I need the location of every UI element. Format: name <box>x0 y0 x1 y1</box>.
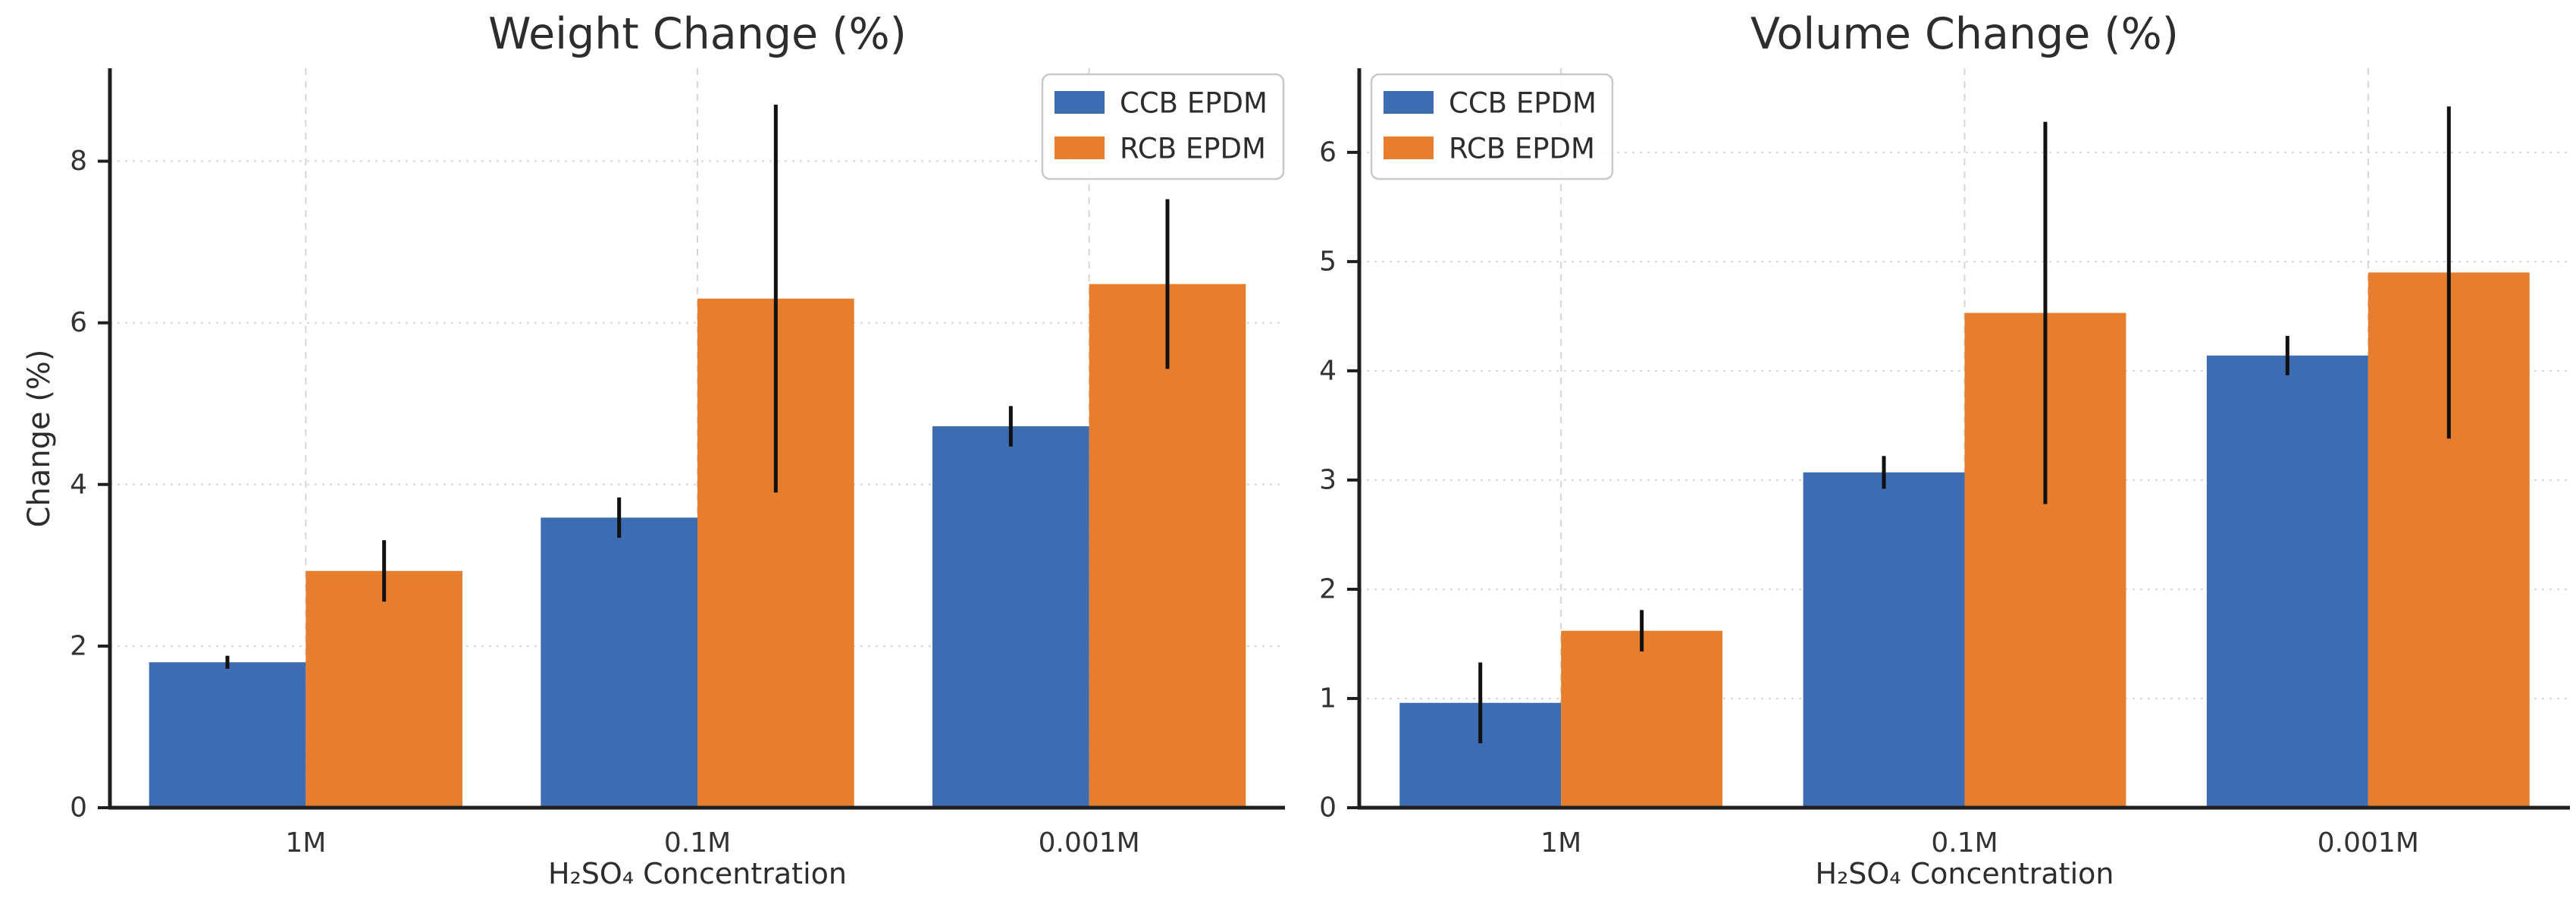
x-axis-label: H₂SO₄ Concentration <box>1815 857 2114 890</box>
x-axis-label: H₂SO₄ Concentration <box>548 857 847 890</box>
y-tick-label: 4 <box>70 469 87 500</box>
legend-swatch <box>1055 137 1105 159</box>
chart-title: Weight Change (%) <box>488 9 907 59</box>
volume-change-plot: 0 1 2 3 4 5 6 1M 0.1M 0.001M CCB EPDM RCB EPDM <box>1319 68 2570 859</box>
y-tick-label: 6 <box>1319 137 1337 168</box>
y-tick-label: 0 <box>1319 793 1337 824</box>
x-tick-label: 0.001M <box>2317 827 2419 859</box>
y-tick-label: 4 <box>1319 355 1337 386</box>
bar-rcb-1M <box>1561 630 1723 808</box>
bar-rcb-1M <box>306 570 462 808</box>
y-tick-label: 2 <box>70 630 87 661</box>
y-tick-label: 8 <box>70 146 87 177</box>
bar-rcb-0.001M <box>1089 284 1246 808</box>
y-axis-label: Change (%) <box>22 349 57 528</box>
bar-ccb-0.001M <box>2206 355 2368 808</box>
bar-ccb-1M <box>149 662 306 808</box>
x-tick-label: 1M <box>1540 827 1581 859</box>
chart-title: Volume Change (%) <box>1750 9 2180 59</box>
legend-swatch <box>1384 91 1434 114</box>
y-tick-label: 5 <box>1319 246 1337 277</box>
legend-label: CCB EPDM <box>1449 87 1597 120</box>
legend-label: CCB EPDM <box>1120 87 1268 120</box>
y-tick-label: 0 <box>70 793 87 824</box>
legend: CCB EPDM RCB EPDM <box>1041 73 1285 181</box>
bar-ccb-0.1M <box>541 517 697 808</box>
legend-label: RCB EPDM <box>1449 133 1595 165</box>
legend-swatch <box>1384 137 1434 159</box>
x-tick-label: 1M <box>285 827 326 859</box>
bar-ccb-0.1M <box>1803 472 1965 808</box>
y-tick-label: 3 <box>1319 464 1337 495</box>
y-tick-label: 6 <box>70 307 87 338</box>
x-tick-label: 0.1M <box>664 827 731 859</box>
legend: CCB EPDM RCB EPDM <box>1370 73 1614 181</box>
bar-ccb-0.001M <box>932 426 1089 808</box>
y-tick-label: 2 <box>1319 573 1337 604</box>
x-tick-label: 0.001M <box>1039 827 1140 859</box>
legend-swatch <box>1055 91 1105 114</box>
weight-change-plot: 0 2 4 6 8 1M 0.1M 0.001M CCB EPDM RCB EPDM <box>70 68 1285 859</box>
x-tick-label: 0.1M <box>1931 827 1998 859</box>
volume-change-panel: Volume Change (%) 0 1 2 3 4 5 6 1M 0.1M 0.001M CCB… <box>1288 0 2576 901</box>
weight-change-panel: Weight Change (%) Change (%) 0 2 4 6 8 1M 0.1M… <box>22 9 1285 890</box>
y-tick-label: 1 <box>1319 683 1337 714</box>
legend-label: RCB EPDM <box>1120 133 1266 165</box>
